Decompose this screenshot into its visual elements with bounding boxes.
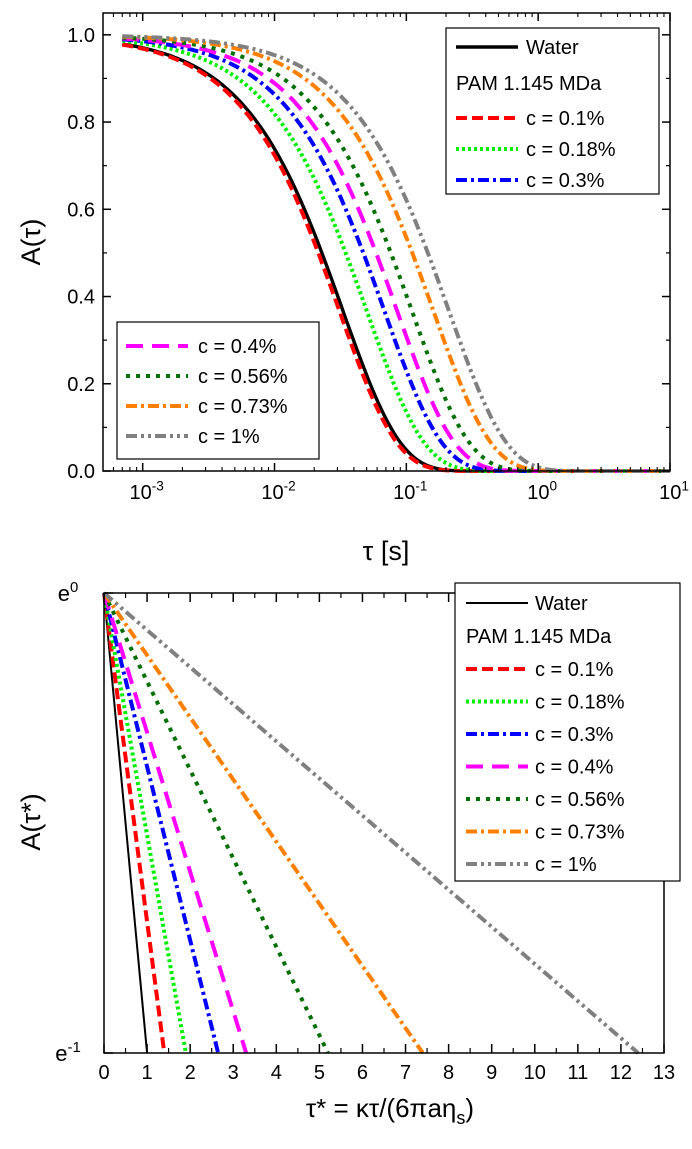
x-tick-label: 2 (185, 1062, 196, 1084)
y-axis-title: A(τ*) (16, 793, 46, 850)
legend-title: PAM 1.145 MDa (456, 73, 602, 95)
legend-label-c-0-73: c = 0.73% (535, 822, 625, 844)
y-axis-title: A(τ) (16, 219, 46, 266)
legend-label-c-1: c = 1% (198, 426, 260, 448)
y-tick-label: 0.6 (67, 199, 95, 221)
x-axis-title: τ* = κτ/(6πaηs) (306, 1093, 474, 1128)
legend-top-box (445, 27, 660, 195)
legend-label-water: Water (526, 37, 579, 59)
x-tick-label: 10-1 (393, 479, 427, 504)
y-tick-label: e0 (58, 579, 79, 606)
legend-label-c-0-18: c = 0.18% (535, 692, 625, 714)
x-tick-label: 4 (271, 1062, 282, 1084)
legend-label-water: Water (535, 593, 588, 615)
series-line-c-0-73 (122, 34, 670, 473)
series-line-c-0-18 (122, 38, 670, 473)
y-tick-label: 1.0 (67, 25, 95, 47)
y-tick-label: 0.4 (67, 287, 95, 309)
series-line-c-0-4 (122, 36, 670, 473)
series-line-c-0-73 (102, 591, 425, 1055)
series-line-c-0-4 (102, 592, 249, 1054)
x-tick-label: 0 (98, 1062, 109, 1084)
series-group (102, 591, 640, 1055)
x-tick-label: 10 (524, 1062, 546, 1084)
legend-label-c-0-73: c = 0.73% (198, 396, 288, 418)
legend-label-c-0-4: c = 0.4% (535, 757, 614, 779)
plot-frame (102, 12, 671, 472)
legend-label-c-0-3: c = 0.3% (526, 170, 605, 192)
y-tick-label: 0.0 (67, 461, 95, 483)
x-tick-label: 8 (443, 1062, 454, 1084)
x-tick-label: 11 (567, 1062, 588, 1084)
legend-label-c-0-4: c = 0.4% (198, 336, 277, 358)
series-line-c-0-3 (122, 37, 670, 473)
legend-label-c-0-18: c = 0.18% (526, 139, 616, 161)
y-tick-label: 0.2 (67, 374, 95, 396)
series-line-c-0-3 (102, 592, 221, 1054)
x-tick-label: 7 (400, 1062, 411, 1084)
x-tick-label: 13 (653, 1062, 675, 1084)
legend-label-c-0-3: c = 0.3% (535, 724, 614, 746)
x-tick-label: 5 (314, 1062, 325, 1084)
x-tick-label: 12 (610, 1062, 632, 1084)
x-tick-label: 100 (527, 479, 557, 504)
legend-title: PAM 1.145 MDa (466, 626, 612, 648)
legend-label-c-0-56: c = 0.56% (198, 366, 288, 388)
legend-top: Water PAM 1.145 MDa c = 0.1% c = 0.18% c = 0… (445, 27, 660, 195)
legend-bottom: c = 0.4% c = 0.56% c = 0.73% c = 1% (116, 321, 320, 460)
x-tick-label: 6 (357, 1062, 368, 1084)
series-line-c-0-1 (102, 592, 167, 1054)
y-tick-label: e-1 (55, 1039, 81, 1066)
legend: Water PAM 1.145 MDa c = 0.1% c = 0.18% c = 0… (454, 582, 681, 882)
x-axis-title: τ [s] (363, 536, 410, 566)
legend-label-c-1: c = 1% (535, 854, 597, 876)
y-tick-label: 0.8 (67, 112, 95, 134)
series-line-water (103, 592, 149, 1054)
series-line-c-1 (102, 591, 640, 1055)
x-tick-label: 10-2 (261, 479, 295, 504)
legend-label-c-0-1: c = 0.1% (535, 659, 614, 681)
legend-label-c-0-1: c = 0.1% (526, 108, 605, 130)
x-tick-label: 1 (142, 1062, 153, 1084)
series-line-c-0-56 (102, 592, 330, 1054)
plot-tau-decay: 0.0 0.2 0.4 0.6 0.8 1.0 10-3 10-2 10-1 100 101 τ [s… (16, 12, 689, 566)
legend-label-c-0-56: c = 0.56% (535, 789, 625, 811)
x-tick-label: 9 (486, 1062, 497, 1084)
x-tick-label: 101 (659, 479, 689, 504)
x-tick-label: 3 (228, 1062, 239, 1084)
x-tick-label: 10-3 (130, 479, 164, 504)
series-line-c-0-1 (121, 42, 670, 473)
